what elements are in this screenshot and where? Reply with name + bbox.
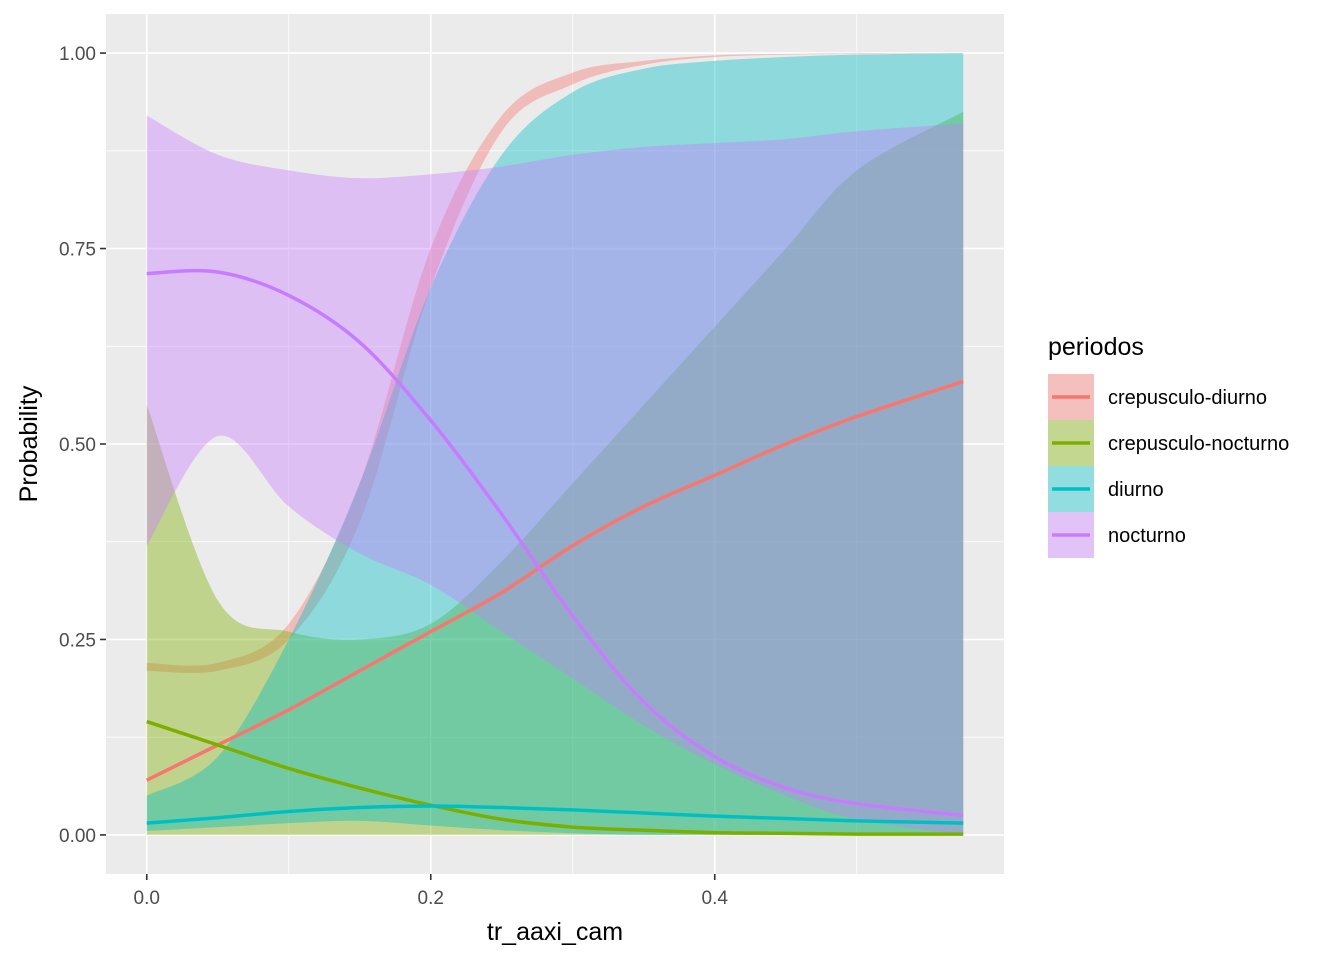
y-tick-label: 0.00 <box>59 826 96 847</box>
line-diurno <box>146 804 964 825</box>
y-tick-label: 0.75 <box>59 240 96 261</box>
y-tick-label: 0.25 <box>59 630 96 651</box>
legend-label-crepusculo-nocturno: crepusculo-nocturno <box>1108 433 1289 455</box>
y-axis-title: Probability <box>15 385 43 502</box>
legend-label-nocturno: nocturno <box>1108 525 1186 547</box>
grid-major <box>106 14 1004 874</box>
line-crepusculo-diurno <box>145 379 964 782</box>
y-tick-label: 0.50 <box>59 435 96 456</box>
x-axis: 0.0 0.2 0.4 <box>134 874 729 909</box>
line-nocturno <box>146 268 964 818</box>
ribbons <box>146 53 964 836</box>
y-tick-label: 1.00 <box>59 44 96 65</box>
x-axis-title: tr_aaxi_cam <box>487 918 623 946</box>
line-crepusculo-nocturno <box>146 719 964 836</box>
x-tick-label: 0.0 <box>134 888 160 909</box>
ribbon-nocturno <box>146 115 964 835</box>
ribbon-crepusculo-nocturno <box>146 111 964 835</box>
ribbon-diurno <box>146 53 964 836</box>
legend: periodos crepusculo-diurno crepusculo-noc… <box>1048 333 1289 558</box>
ribbon-crepusculo-diurno <box>146 53 964 674</box>
legend-label-crepusculo-diurno: crepusculo-diurno <box>1108 387 1267 409</box>
x-tick-label: 0.2 <box>418 888 444 909</box>
legend-label-diurno: diurno <box>1108 479 1164 501</box>
legend-title: periodos <box>1048 333 1144 361</box>
y-axis: 0.00 0.25 0.50 0.75 1.00 <box>59 44 106 847</box>
x-tick-label: 0.4 <box>702 888 729 909</box>
series-lines <box>145 268 964 836</box>
